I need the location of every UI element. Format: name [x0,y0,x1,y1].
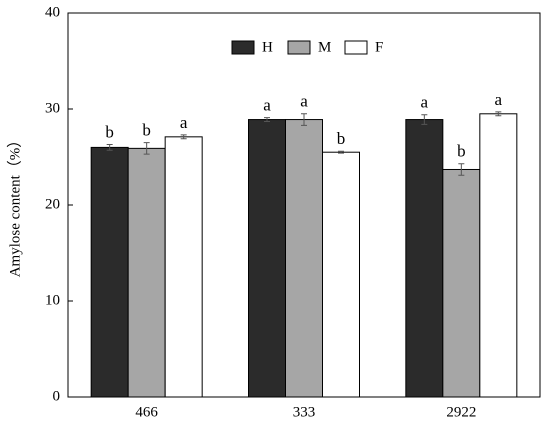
y-tick-label: 20 [45,196,60,212]
y-tick-label: 10 [45,292,60,308]
y-tick-label: 0 [53,388,61,404]
error-bar [458,163,465,176]
x-tick-label: 2922 [446,404,476,420]
legend-label: F [375,39,383,55]
bar [164,136,203,398]
significance-label: a [180,113,188,132]
error-bar [180,134,187,140]
error-bar [264,117,270,122]
bar [285,119,323,398]
bar [442,168,481,398]
legend-swatch [287,40,311,55]
significance-label: a [421,93,429,112]
error-bar [338,150,344,154]
error-bar [495,111,502,117]
significance-label: b [142,121,151,140]
bar [479,113,518,398]
x-tick-label: 466 [135,404,158,420]
y-tick-label: 40 [45,4,60,20]
bar [322,151,360,398]
error-bar [106,144,113,151]
legend-swatch [231,40,255,55]
legend-swatch [344,40,368,55]
significance-label: a [495,90,503,109]
error-bar [301,113,307,126]
x-tick-label: 333 [293,404,316,420]
significance-label: a [263,96,271,115]
significance-label: b [337,129,346,148]
bar [405,119,444,398]
bar [90,146,129,398]
y-axis-label: Amylose content（%） [6,133,23,278]
significance-label: b [457,142,466,161]
significance-label: a [300,92,308,111]
bar [127,147,166,398]
legend-label: H [262,39,273,55]
error-bar [421,114,428,125]
legend-label: M [318,39,331,55]
significance-label: b [105,122,114,141]
error-bar [143,142,150,155]
y-tick-label: 30 [45,100,60,116]
bar [248,119,286,398]
